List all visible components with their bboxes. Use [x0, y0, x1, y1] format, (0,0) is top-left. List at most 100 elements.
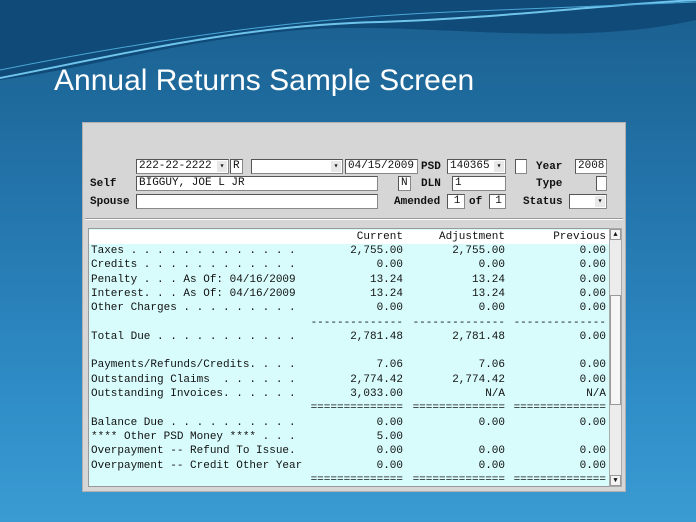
cell-adjustment: 0.00: [478, 259, 505, 272]
header-adjustment: Adjustment: [438, 231, 505, 243]
table-row: Taxes . . . . . . . . . . . . . 2,755.00 2…: [89, 244, 609, 258]
dropdown-arrow-icon[interactable]: ▾: [595, 196, 605, 207]
cell-label: Overpayment -- Refund To Issue.: [91, 445, 296, 458]
dropdown-arrow-icon[interactable]: ▾: [494, 161, 504, 172]
cell-label: Overpayment -- Credit Other Year: [91, 459, 303, 472]
checkbox[interactable]: [515, 159, 527, 174]
r-field[interactable]: R: [230, 159, 243, 174]
cell-current: 0.00: [376, 302, 403, 315]
ssn-value: 222-22-2222: [139, 160, 212, 172]
cell-adjustment: N/A: [485, 388, 505, 400]
amended-label: Amended: [394, 196, 441, 208]
year-field[interactable]: 2008: [575, 159, 607, 174]
year-label: Year: [536, 161, 563, 173]
table-row: Overpayment -- Credit Other Year 0.00 0.00…: [89, 459, 609, 473]
cell-previous: N/A: [586, 388, 606, 400]
of-total-field[interactable]: 1: [489, 194, 506, 209]
cell-previous: 0.00: [579, 359, 606, 372]
cell-current: 2,774.42: [350, 373, 403, 386]
divider: [85, 218, 623, 220]
cell-current: 3,033.00: [350, 388, 403, 400]
cell-adjustment: 7.06: [478, 359, 505, 372]
table-row: Payments/Refunds/Credits. . . . 7.06 7.06 0…: [89, 358, 609, 372]
header-current: Current: [356, 231, 403, 243]
table-row: [89, 344, 609, 358]
table-row: ============== ============== ============…: [89, 401, 609, 415]
spouse-label: Spouse: [90, 196, 130, 208]
cell-previous: 0.00: [579, 373, 606, 386]
dropdown-arrow-icon[interactable]: ▾: [217, 161, 227, 172]
returns-table: Current Adjustment Previous Taxes . . . …: [88, 228, 610, 487]
cell-adjustment: 13.24: [471, 287, 505, 300]
table-row: Outstanding Invoices. . . . . . 3,033.00 N…: [89, 387, 609, 401]
status-field[interactable]: ▾: [569, 194, 607, 209]
cell-label: Credits . . . . . . . . . . . .: [91, 259, 296, 272]
scroll-up-icon[interactable]: ▲: [610, 229, 621, 240]
self-name-field[interactable]: BIGGUY, JOE L JR: [136, 176, 378, 191]
cell-current: 2,755.00: [350, 245, 403, 257]
cell-label: Total Due . . . . . . . . . . .: [91, 330, 296, 343]
cell-adjustment: 2,774.42: [452, 373, 505, 386]
cell-adjustment: ==============: [412, 402, 505, 415]
cell-previous: 0.00: [579, 273, 606, 286]
table-row: ============== ============== ============…: [89, 473, 609, 487]
cell-current: 0.00: [376, 445, 403, 458]
n-field[interactable]: N: [398, 176, 411, 191]
scroll-down-icon[interactable]: ▼: [610, 475, 621, 486]
table-row: Balance Due . . . . . . . . . . 0.00 0.00 0…: [89, 416, 609, 430]
cell-adjustment: 2,781.48: [452, 330, 505, 343]
amended-field[interactable]: 1: [447, 194, 465, 209]
cell-previous: 0.00: [579, 416, 606, 429]
dropdown-arrow-icon[interactable]: ▾: [331, 161, 341, 172]
dln-field[interactable]: 1: [452, 176, 506, 191]
cell-previous: --------------: [513, 316, 606, 329]
cell-current: ==============: [310, 402, 403, 415]
cell-adjustment: 0.00: [478, 445, 505, 458]
table-row: Penalty . . . As Of: 04/16/2009 13.24 13.2…: [89, 273, 609, 287]
table-row: Overpayment -- Refund To Issue. 0.00 0.00 0…: [89, 444, 609, 458]
table-row: Other Charges . . . . . . . . . 0.00 0.00 0…: [89, 301, 609, 315]
cell-current: 5.00: [376, 430, 403, 443]
cell-adjustment: 0.00: [478, 459, 505, 472]
scrollbar[interactable]: ▲ ▼: [609, 228, 622, 487]
cell-previous: 0.00: [579, 459, 606, 472]
date-field[interactable]: 04/15/2009: [345, 159, 418, 174]
table-row: Total Due . . . . . . . . . . . 2,781.48 2…: [89, 330, 609, 344]
scroll-thumb[interactable]: [610, 295, 621, 405]
cell-current: 13.24: [369, 273, 403, 286]
header-previous: Previous: [553, 231, 606, 243]
decorative-wave: [0, 0, 696, 80]
ssn-field[interactable]: 222-22-2222 ▾: [136, 159, 229, 174]
psd-label: PSD: [421, 161, 441, 173]
cell-current: --------------: [310, 316, 403, 329]
cell-current: 13.24: [369, 287, 403, 300]
cell-label: Balance Due . . . . . . . . . .: [91, 416, 296, 429]
combo-field[interactable]: ▾: [251, 159, 343, 174]
cell-label: Other Charges . . . . . . . . .: [91, 302, 296, 315]
cell-previous: 0.00: [579, 245, 606, 257]
cell-current: 0.00: [376, 259, 403, 272]
table-row: -------------- -------------- ------------…: [89, 316, 609, 330]
cell-label: Penalty . . . As Of: 04/16/2009: [91, 273, 296, 286]
cell-current: 2,781.48: [350, 330, 403, 343]
cell-previous: 0.00: [579, 330, 606, 343]
self-label: Self: [90, 178, 117, 190]
cell-label: Interest. . . As Of: 04/16/2009: [91, 287, 296, 300]
of-label: of: [469, 196, 483, 208]
cell-previous: ==============: [513, 402, 606, 415]
cell-label: Taxes . . . . . . . . . . . . .: [91, 245, 296, 257]
dln-label: DLN: [421, 178, 441, 190]
type-field[interactable]: [596, 176, 607, 191]
cell-previous: 0.00: [579, 445, 606, 458]
type-label: Type: [536, 178, 563, 190]
cell-adjustment: ==============: [412, 473, 505, 486]
cell-current: 0.00: [376, 459, 403, 472]
slide-title: Annual Returns Sample Screen: [54, 64, 475, 97]
table-row: Interest. . . As Of: 04/16/2009 13.24 13.2…: [89, 287, 609, 301]
spouse-field[interactable]: [136, 194, 378, 209]
cell-current: 7.06: [376, 359, 403, 372]
cell-label: **** Other PSD Money **** . . .: [91, 430, 296, 443]
status-label: Status: [523, 196, 563, 208]
cell-current: 0.00: [376, 416, 403, 429]
psd-field[interactable]: 140365 ▾: [447, 159, 506, 174]
